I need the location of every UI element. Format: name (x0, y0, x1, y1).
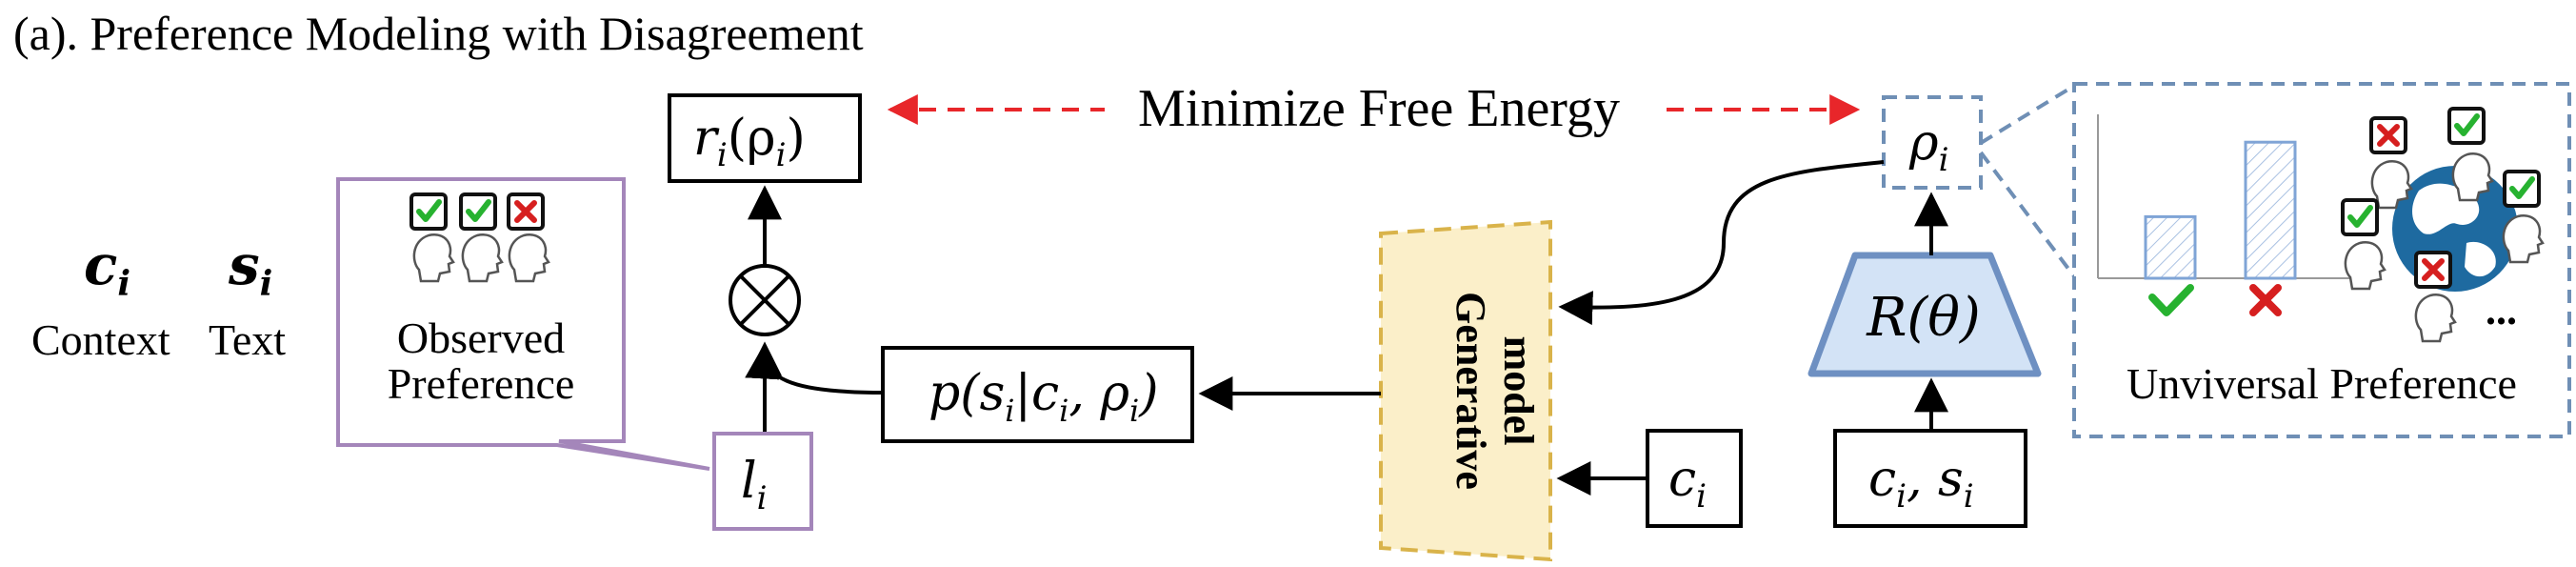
reward-box: ri(ρi) (668, 93, 862, 183)
check-icon (2505, 172, 2539, 206)
context-box: ci (1646, 429, 1743, 528)
p-to-otimes-curve (745, 344, 884, 395)
context-var: ci (84, 233, 130, 304)
universal-preference-panel: ... Unviversal Preference (1979, 82, 2571, 438)
product-operator-icon (729, 264, 801, 336)
reward-close: ) (786, 110, 805, 167)
ellipsis-label: ... (2486, 287, 2517, 334)
reward-symbol: r (693, 110, 720, 167)
check-icon (2449, 109, 2484, 143)
reward-model-block: R(θ) (1807, 252, 2042, 377)
mini-bar-check (2144, 214, 2197, 280)
check-icon (461, 194, 495, 229)
check-icon (2343, 200, 2377, 234)
check-icon (411, 194, 446, 229)
cross-icon (2371, 118, 2406, 152)
reward-sub: i (717, 136, 728, 174)
svg-text:ci, si: ci, si (1868, 451, 1974, 516)
svg-text:ri(ρi): ri(ρi) (693, 110, 806, 174)
generative-model-block: Generative model (1379, 219, 1552, 562)
text-label: Text (209, 315, 286, 364)
l-symbol: l (741, 453, 757, 510)
svg-text:ci: ci (1668, 451, 1707, 516)
rho-box: ρi (1882, 95, 1983, 190)
rho-to-generative-curve (1558, 160, 1885, 326)
observed-line1: Observed (397, 314, 565, 362)
likelihood-box: li (712, 432, 813, 531)
mini-bar-cross (2244, 140, 2297, 280)
cross-icon (2249, 284, 2282, 316)
diagram-title: (a). Preference Modeling with Disagreeme… (13, 7, 864, 60)
check-icon (2148, 284, 2194, 316)
context-label: Context (31, 315, 170, 364)
svg-text:li: li (741, 453, 768, 517)
reward-arg-sub: i (776, 136, 787, 174)
svg-text:ρi: ρi (1908, 114, 1948, 179)
observed-line2: Preference (388, 359, 575, 408)
universal-preference-label: Unviversal Preference (2127, 359, 2517, 408)
minimize-free-energy-label: Minimize Free Energy (1138, 79, 1620, 138)
generative-line2: model (1495, 336, 1542, 446)
svg-text:p(si|ci, ρi): p(si|ci, ρi) (929, 365, 1159, 429)
text-var: si (228, 233, 272, 304)
generative-line1: Generative (1448, 292, 1494, 490)
R-theta-label: R(θ) (1866, 287, 1981, 349)
observed-preference-callout: Observed Preference (336, 177, 710, 471)
likelihood-model-box: p(si|ci, ρi) (881, 346, 1194, 443)
context-text-box: ci, si (1833, 429, 2027, 528)
cross-icon (2416, 253, 2450, 287)
l-sub: i (757, 479, 768, 517)
cross-icon (509, 194, 543, 229)
reward-arg: (ρ (728, 110, 776, 167)
